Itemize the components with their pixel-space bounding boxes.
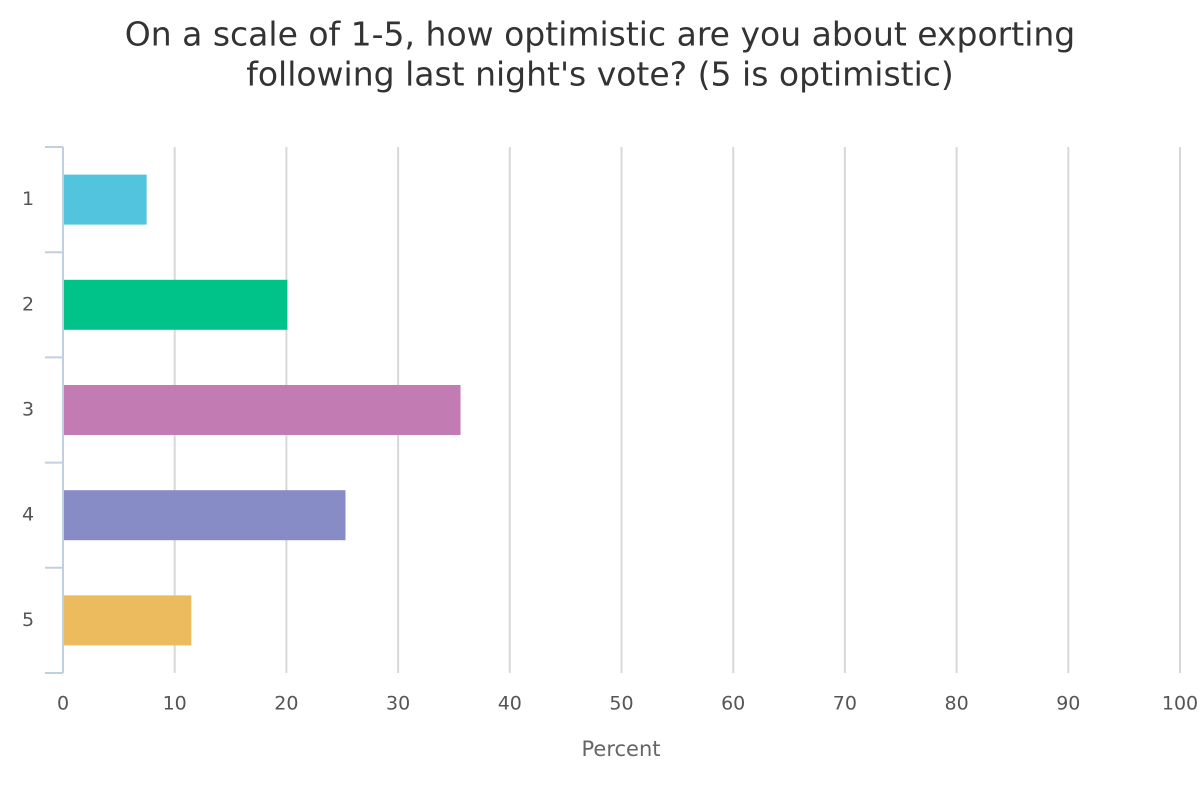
chart-title: On a scale of 1-5, how optimistic are yo… — [125, 15, 1075, 54]
x-tick-label: 80 — [945, 693, 969, 715]
x-tick-label: 40 — [498, 693, 522, 715]
x-tick-label: 0 — [57, 693, 69, 715]
x-tick-label: 30 — [386, 693, 410, 715]
x-axis-title: Percent — [581, 737, 660, 761]
x-tick-label: 70 — [833, 693, 857, 715]
y-tick-label: 1 — [22, 188, 34, 210]
bar — [64, 385, 461, 435]
y-tick-label: 5 — [22, 609, 34, 631]
y-tick-label: 2 — [22, 293, 34, 315]
chart-title: following last night's vote? (5 is optim… — [246, 55, 954, 94]
x-tick-label: 50 — [609, 693, 633, 715]
y-tick-label: 4 — [22, 504, 34, 526]
x-tick-label: 90 — [1056, 693, 1080, 715]
x-tick-label: 100 — [1162, 693, 1198, 715]
bar — [64, 595, 192, 646]
bar — [64, 279, 288, 330]
x-tick-label: 60 — [721, 693, 745, 715]
y-tick-label: 3 — [22, 399, 34, 421]
x-tick-label: 10 — [163, 693, 187, 715]
bar — [64, 174, 147, 225]
bar — [64, 490, 346, 541]
x-tick-label: 20 — [274, 693, 298, 715]
